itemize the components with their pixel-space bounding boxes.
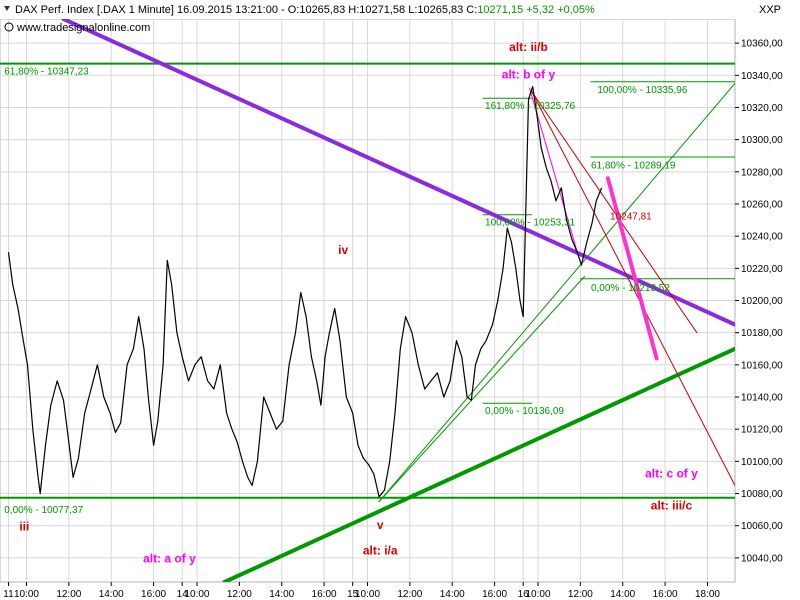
x-tick-label: 18:00	[695, 589, 720, 600]
x-tick-label: 15	[347, 589, 359, 600]
green-channel-thin-1	[378, 82, 735, 503]
y-tick-label: 10320,00	[741, 103, 783, 114]
wave-label: alt: c of y	[645, 466, 698, 480]
wave-label: iv	[338, 243, 348, 257]
wave-label: iii	[19, 520, 29, 534]
fib-level-label: 0,00% - 10213,52	[591, 283, 670, 294]
x-tick-label: 12:00	[227, 589, 252, 600]
wave-label: alt: iii/c	[651, 499, 693, 513]
source-credit: www.tradesignalonline.com	[4, 22, 150, 34]
y-tick-label: 10300,00	[741, 135, 783, 146]
x-tick-label: 14:00	[99, 589, 124, 600]
y-tick-label: 10200,00	[741, 296, 783, 307]
x-tick-label: 10:00	[14, 589, 39, 600]
red-target-line-2	[531, 90, 698, 334]
price-series-line	[7, 85, 603, 498]
source-text: www.tradesignalonline.com	[16, 22, 150, 34]
y-tick-label: 10240,00	[741, 232, 783, 243]
purple-resistance-trendline	[61, 19, 735, 327]
y-tick-label: 10140,00	[741, 393, 783, 404]
x-tick-label: 12:00	[568, 589, 593, 600]
copyright-icon	[4, 22, 14, 32]
green-support-trendline	[222, 346, 735, 582]
x-tick-label: 14:00	[610, 589, 635, 600]
x-tick-label: 14	[177, 589, 189, 600]
wave-label: alt: b of y	[502, 68, 556, 82]
header-bar	[0, 0, 800, 19]
fib-level-label: 0,00% - 10077,37	[4, 505, 83, 516]
x-tick-label: 10:00	[184, 589, 209, 600]
wave-label: alt: i/a	[363, 544, 398, 558]
y-tick-label: 10220,00	[741, 264, 783, 275]
y-tick-label: 10360,00	[741, 39, 783, 50]
header-text: DAX Perf. Index [.DAX 1 Minute] 16.09.20…	[15, 4, 477, 16]
fib-level-label: 61,80% - 10347,23	[4, 66, 89, 77]
y-axis: 10040,00 10060,00 10080,00 10100,00 10120,00…	[735, 39, 783, 564]
x-tick-label: 10:00	[525, 589, 550, 600]
axis-name: XXP	[759, 4, 781, 16]
wave-label-layer: alt: ii/b alt: b of y iv iii v alt: i/a alt: a…	[19, 40, 698, 566]
y-tick-label: 10080,00	[741, 489, 783, 500]
x-tick-label: 16:00	[653, 589, 678, 600]
y-tick-label: 10260,00	[741, 199, 783, 210]
x-tick-label: 12:00	[56, 589, 81, 600]
x-tick-label: 14:00	[440, 589, 465, 600]
y-tick-label: 10160,00	[741, 360, 783, 371]
collapse-triangle-icon[interactable]	[4, 6, 10, 11]
wave-label: alt: a of y	[143, 552, 196, 566]
fib-level-label: 0,00% - 10136,09	[485, 406, 564, 417]
y-tick-label: 10340,00	[741, 71, 783, 82]
fib-level-label: 100,00% - 10335,96	[597, 85, 688, 96]
y-tick-label: 10060,00	[741, 521, 783, 532]
x-tick-label: 16:00	[312, 589, 337, 600]
x-tick-label: 10:00	[355, 589, 380, 600]
green-channel-thin-2	[378, 275, 586, 503]
fib-level-label: 61,80% - 10289,19	[591, 161, 676, 172]
level-label-layer: 61,80% - 10347,23 0,00% - 10077,37 100,00%…	[4, 66, 688, 515]
x-tick-label: 16	[518, 589, 530, 600]
x-tick-label: 16:00	[141, 589, 166, 600]
y-tick-label: 10100,00	[741, 457, 783, 468]
wave-label: alt: ii/b	[509, 40, 548, 54]
x-tick-label: 11	[3, 589, 14, 600]
magenta-projection-arrow	[605, 176, 659, 361]
y-tick-label: 10040,00	[741, 553, 783, 564]
x-tick-label: 12:00	[397, 589, 422, 600]
header-close-text: 10271,15 +5,32 +0,05%	[477, 4, 595, 16]
x-tick-label: 14:00	[269, 589, 294, 600]
annotation-layer	[0, 19, 735, 582]
fib-level-label: 161,80% - 10325,76	[485, 101, 576, 112]
red-target-line-1	[531, 90, 735, 486]
y-tick-label: 10280,00	[741, 167, 783, 178]
chart-header: DAX Perf. Index [.DAX 1 Minute] 16.09.20…	[4, 4, 781, 16]
fib-level-label: 10247,81	[610, 211, 652, 222]
svg-text:DAX Perf. Index [.DAX 1 Minute: DAX Perf. Index [.DAX 1 Minute] 16.09.20…	[15, 4, 595, 16]
x-tick-label: 16:00	[482, 589, 507, 600]
wave-label: v	[377, 518, 384, 532]
y-tick-label: 10180,00	[741, 328, 783, 339]
y-tick-label: 10120,00	[741, 425, 783, 436]
fib-level-label: 100,00% - 10253,31	[485, 218, 576, 229]
series-layer	[7, 85, 603, 498]
